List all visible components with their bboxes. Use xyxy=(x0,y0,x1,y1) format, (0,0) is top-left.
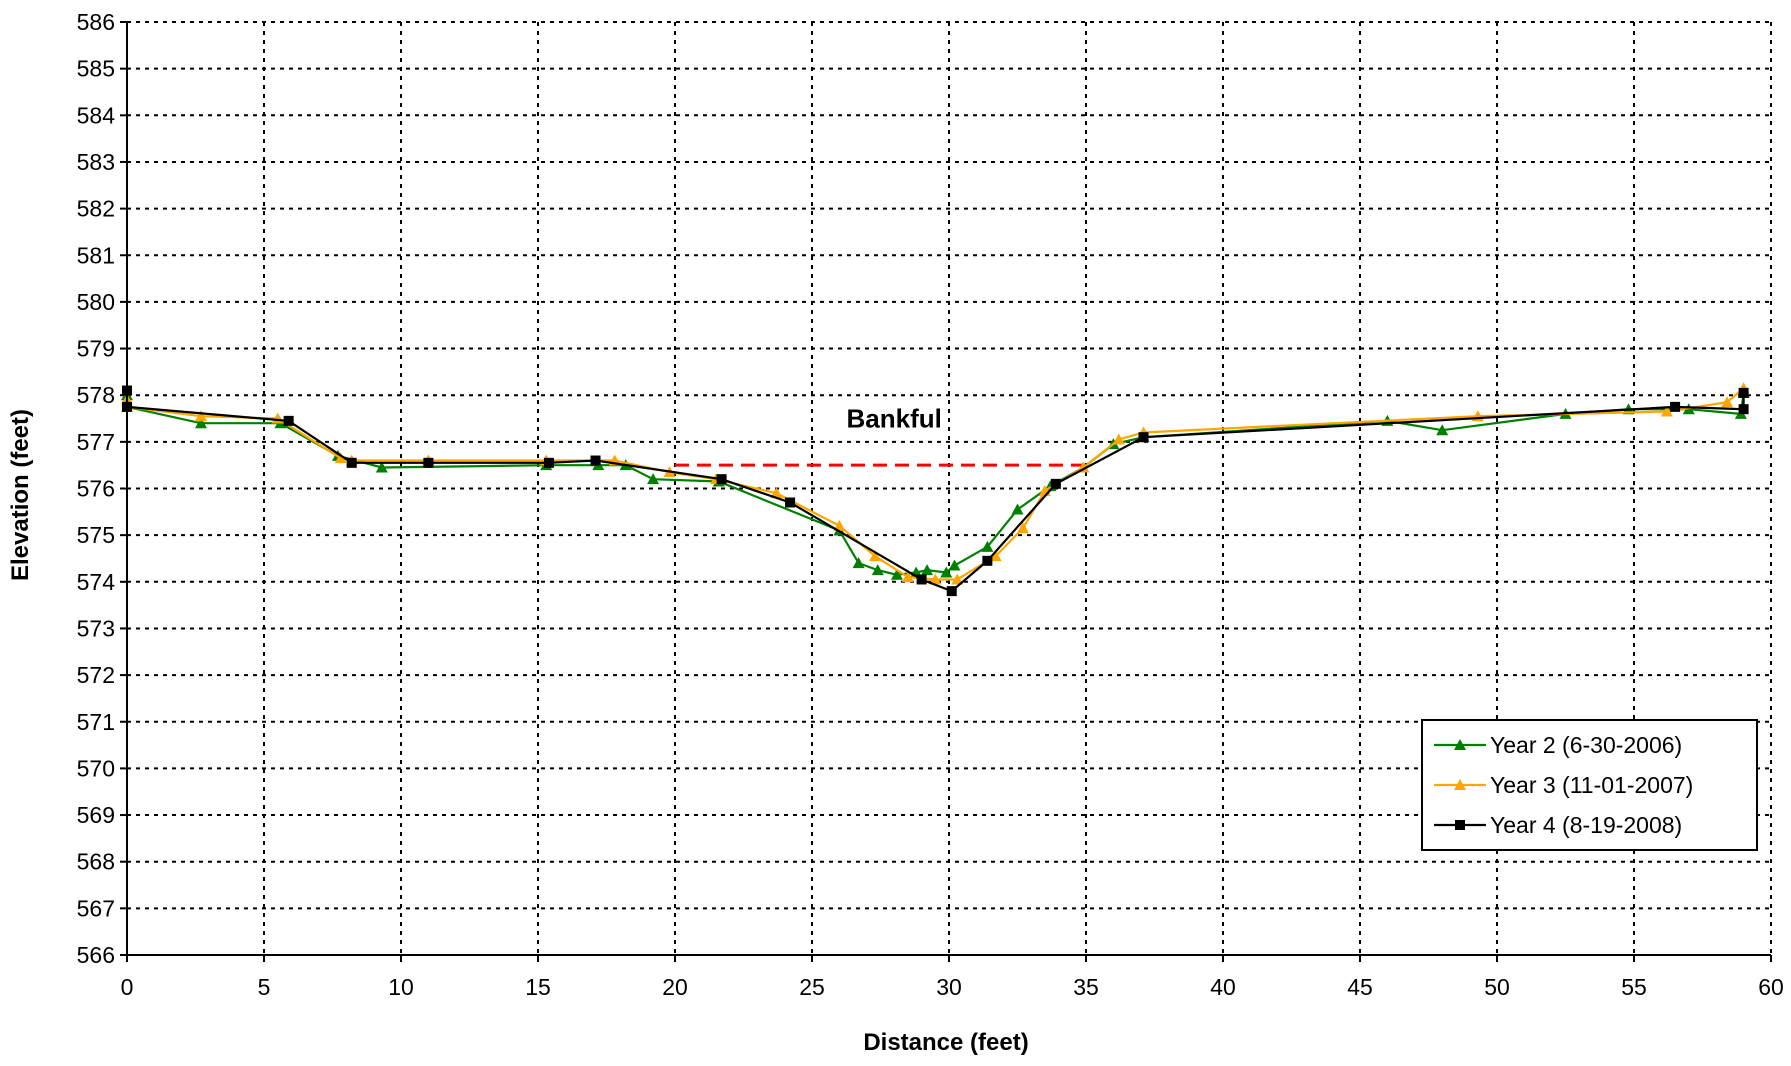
data-point xyxy=(901,571,914,583)
label-layer: Distance (feet) Elevation (feet) Bankful xyxy=(7,404,1029,1056)
data-point xyxy=(590,455,601,466)
data-point xyxy=(1050,478,1061,489)
data-point xyxy=(770,487,783,499)
y-tick-label: 567 xyxy=(77,895,115,921)
y-tick-label: 566 xyxy=(77,942,115,968)
axis-layer: 566 567 568 569 570 571 572 573 574 575 576 577 578 5… xyxy=(77,9,1784,1000)
data-point xyxy=(948,559,961,571)
data-point xyxy=(929,573,942,585)
y-tick-label: 577 xyxy=(77,429,115,455)
data-point xyxy=(869,550,882,562)
data-point xyxy=(1660,405,1673,417)
y-tick-label: 568 xyxy=(77,849,115,875)
y-tick-label: 586 xyxy=(77,9,115,35)
data-point xyxy=(1112,433,1125,445)
data-point xyxy=(785,497,796,508)
data-point xyxy=(982,555,993,566)
legend-label: Year 3 (11-01-2007) xyxy=(1490,772,1693,798)
data-point xyxy=(283,415,294,426)
x-tick-label: 10 xyxy=(388,974,414,1000)
data-point xyxy=(1721,396,1734,408)
legend-item: Year 4 (8-19-2008) xyxy=(1434,812,1682,838)
data-point xyxy=(716,474,727,485)
legend: Year 2 (6-30-2006) Year 3 (11-01-2007) Yea… xyxy=(1421,719,1758,851)
data-point xyxy=(989,550,1002,562)
data-point xyxy=(981,540,994,552)
data-point xyxy=(1455,820,1465,830)
y-tick-label: 569 xyxy=(77,802,115,828)
x-tick-label: 25 xyxy=(799,974,825,1000)
data-point xyxy=(1011,503,1024,515)
y-tick-label: 575 xyxy=(77,522,115,548)
x-tick-label: 40 xyxy=(1210,974,1236,1000)
legend-item: Year 3 (11-01-2007) xyxy=(1434,772,1693,798)
x-tick-label: 30 xyxy=(936,974,962,1000)
x-tick-label: 5 xyxy=(258,974,271,1000)
data-point xyxy=(1738,404,1749,415)
data-point xyxy=(543,457,554,468)
data-point xyxy=(1454,739,1466,750)
data-point xyxy=(951,573,964,585)
legend-label: Year 2 (6-30-2006) xyxy=(1490,732,1682,758)
data-point xyxy=(647,473,660,485)
y-tick-label: 578 xyxy=(77,382,115,408)
series-3 xyxy=(122,385,1749,597)
legend-label: Year 4 (8-19-2008) xyxy=(1490,812,1682,838)
data-point xyxy=(194,417,207,429)
y-tick-label: 581 xyxy=(77,242,115,268)
x-tick-label: 60 xyxy=(1758,974,1784,1000)
data-point xyxy=(122,385,132,396)
y-tick-label: 576 xyxy=(77,476,115,502)
x-axis-title: Distance (feet) xyxy=(863,1029,1028,1056)
y-tick-label: 573 xyxy=(77,615,115,641)
legend-item: Year 2 (6-30-2006) xyxy=(1434,732,1682,758)
bankful-label: Bankful xyxy=(847,404,942,434)
y-tick-label: 579 xyxy=(77,336,115,362)
data-point xyxy=(946,586,957,597)
x-tick-label: 45 xyxy=(1347,974,1373,1000)
y-tick-label: 585 xyxy=(77,56,115,82)
data-point xyxy=(852,557,865,569)
data-point xyxy=(871,564,884,576)
data-point xyxy=(1670,401,1681,412)
y-tick-label: 582 xyxy=(77,196,115,222)
x-tick-label: 35 xyxy=(1073,974,1099,1000)
data-point xyxy=(1436,424,1449,436)
y-tick-label: 580 xyxy=(77,289,115,315)
x-tick-label: 15 xyxy=(525,974,551,1000)
x-tick-label: 0 xyxy=(121,974,134,1000)
data-point xyxy=(1138,432,1149,443)
data-point xyxy=(940,566,953,578)
data-point xyxy=(890,568,903,580)
x-tick-label: 20 xyxy=(662,974,688,1000)
y-tick-label: 572 xyxy=(77,662,115,688)
data-point xyxy=(334,452,347,464)
x-tick-label: 50 xyxy=(1484,974,1510,1000)
data-point xyxy=(921,564,934,576)
y-tick-label: 584 xyxy=(77,102,116,128)
data-point xyxy=(916,574,927,585)
y-tick-label: 574 xyxy=(77,569,116,595)
data-point xyxy=(1016,522,1029,534)
data-point xyxy=(423,457,434,468)
x-tick-label: 55 xyxy=(1621,974,1647,1000)
data-point xyxy=(375,461,388,473)
data-point xyxy=(122,401,132,412)
grid-layer xyxy=(127,21,1772,955)
y-tick-label: 570 xyxy=(77,755,115,781)
series-line xyxy=(125,392,1745,576)
y-axis-title: Elevation (feet) xyxy=(7,409,34,581)
data-point xyxy=(1738,387,1749,398)
data-point xyxy=(346,457,357,468)
data-point xyxy=(833,519,846,531)
data-point xyxy=(194,410,207,422)
y-tick-label: 583 xyxy=(77,149,115,175)
data-point xyxy=(1454,779,1466,790)
series-layer xyxy=(121,382,1750,597)
y-tick-label: 571 xyxy=(77,709,115,735)
